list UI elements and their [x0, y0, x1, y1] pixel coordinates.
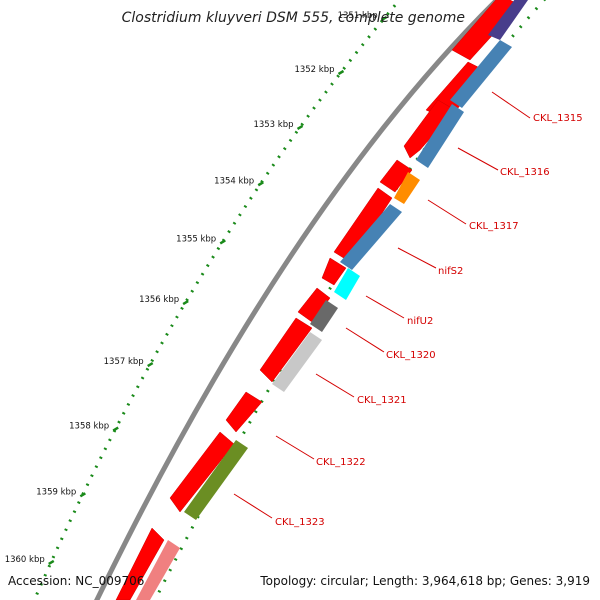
gene-leader-line [233, 493, 273, 519]
red-gene-arrow [169, 431, 235, 513]
gene-label[interactable]: CKL_1321 [357, 395, 407, 406]
kbp-tick-label: 1358 kbp [69, 422, 109, 432]
kbp-tick-label: 1360 kbp [5, 555, 45, 565]
gene-leader-line [427, 199, 467, 225]
gene-bar-dark-gray [310, 300, 338, 332]
kbp-tick-mark [296, 124, 304, 131]
genome-title: Clostridium kluyveri DSM 555, complete g… [121, 10, 465, 26]
kbp-tick-mark [147, 361, 154, 368]
gene-label[interactable]: nifU2 [407, 316, 433, 327]
kbp-tick-label: 1353 kbp [253, 120, 293, 130]
genome-backbone [94, 0, 501, 600]
gene-bar-orange [394, 172, 420, 204]
kbp-tick-label: 1351 kbp [338, 11, 378, 21]
gene-label[interactable]: nifS2 [438, 266, 463, 277]
kbp-tick-label: 1357 kbp [104, 357, 144, 367]
kbp-tick-mark [48, 559, 55, 565]
gene-label[interactable]: CKL_1316 [500, 167, 550, 178]
inner-gene-lane [136, 0, 528, 600]
kbp-tick-label: 1355 kbp [176, 234, 216, 244]
gene-bar-light-gray [272, 332, 322, 392]
gene-leader-line [365, 295, 405, 319]
kbp-tick-mark [219, 239, 226, 245]
red-gene-arrow [225, 391, 263, 433]
accession-value: NC_009706 [75, 574, 145, 588]
gene-label[interactable]: CKL_1323 [275, 517, 325, 528]
kbp-tick-label: 1359 kbp [36, 487, 76, 497]
kbp-scale: 1351 kbp 1352 kbp 1353 kbp 1354 kbp 1355 kbp… [5, 11, 388, 565]
gene-label[interactable]: CKL_1317 [469, 221, 519, 232]
kbp-tick-label: 1354 kbp [214, 176, 254, 186]
gene-bar-steel-blue [340, 204, 402, 270]
kbp-tick-label: 1352 kbp [294, 65, 334, 75]
gene-leader-line [315, 373, 355, 398]
gene-bar-olive [184, 440, 248, 520]
kbp-tick-mark [79, 492, 86, 498]
gene-leader-line [397, 247, 437, 269]
red-gene-arrow [321, 257, 347, 286]
kbp-tick-mark [112, 426, 119, 432]
gene-label[interactable]: CKL_1320 [386, 350, 436, 361]
red-gene-lane [115, 0, 521, 600]
accession-label: Accession: [8, 574, 72, 588]
gene-bar-dark-slate [488, 0, 528, 40]
accession-info: Accession: NC_009706 [8, 574, 144, 588]
kbp-tick-mark [381, 15, 388, 21]
red-gene-arrow [115, 527, 165, 600]
gene-leader-line [457, 147, 499, 171]
gene-label[interactable]: CKL_1315 [533, 113, 583, 124]
gene-bar-light-red [136, 540, 180, 600]
gene-label[interactable]: CKL_1322 [316, 457, 366, 468]
scale-dotted-line [32, 0, 402, 600]
gene-bar-cyan [334, 268, 360, 300]
gene-bar-steel-blue [416, 104, 464, 168]
kbp-tick-mark [182, 300, 189, 306]
gene-labels: CKL_1315 CKL_1316 CKL_1317 nifS2 nifU2 CKL_13… [233, 91, 583, 528]
kbp-tick-mark [257, 181, 264, 187]
gene-leader-line [275, 435, 315, 460]
topology-info: Topology: circular; Length: 3,964,618 bp… [260, 574, 590, 588]
gene-bar-steel-blue [450, 40, 512, 108]
kbp-tick-mark [337, 69, 345, 76]
red-gene-arrow [259, 317, 313, 383]
gene-leader-line [491, 91, 531, 119]
gene-leader-line [345, 327, 385, 353]
track-dotted-line [153, 0, 547, 600]
kbp-tick-label: 1356 kbp [139, 295, 179, 305]
red-gene-arrow [379, 159, 413, 193]
